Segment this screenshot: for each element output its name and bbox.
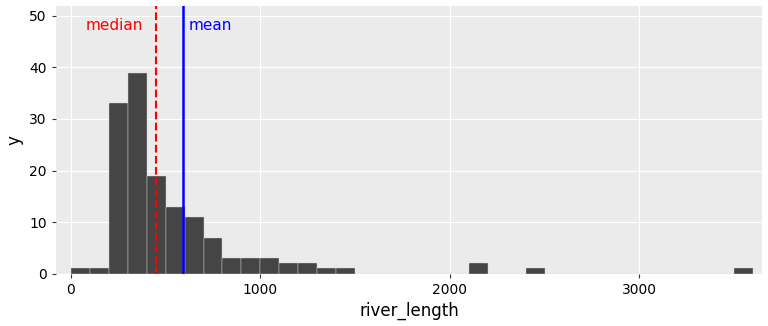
Bar bbox=[468, 263, 488, 274]
Bar bbox=[336, 268, 355, 274]
Bar bbox=[184, 217, 204, 274]
Bar bbox=[298, 263, 317, 274]
Text: mean: mean bbox=[188, 19, 232, 34]
Bar bbox=[90, 268, 109, 274]
Bar bbox=[147, 176, 166, 274]
Bar bbox=[166, 207, 184, 274]
X-axis label: river_length: river_length bbox=[359, 302, 459, 320]
Bar bbox=[204, 238, 223, 274]
Text: median: median bbox=[85, 19, 143, 34]
Bar bbox=[127, 73, 147, 274]
Bar bbox=[734, 268, 753, 274]
Bar bbox=[241, 258, 260, 274]
Bar bbox=[71, 268, 90, 274]
Bar bbox=[109, 103, 127, 274]
Bar bbox=[525, 268, 545, 274]
Bar bbox=[223, 258, 241, 274]
Y-axis label: y: y bbox=[5, 135, 24, 144]
Bar bbox=[280, 263, 298, 274]
Bar bbox=[260, 258, 280, 274]
Bar bbox=[317, 268, 336, 274]
